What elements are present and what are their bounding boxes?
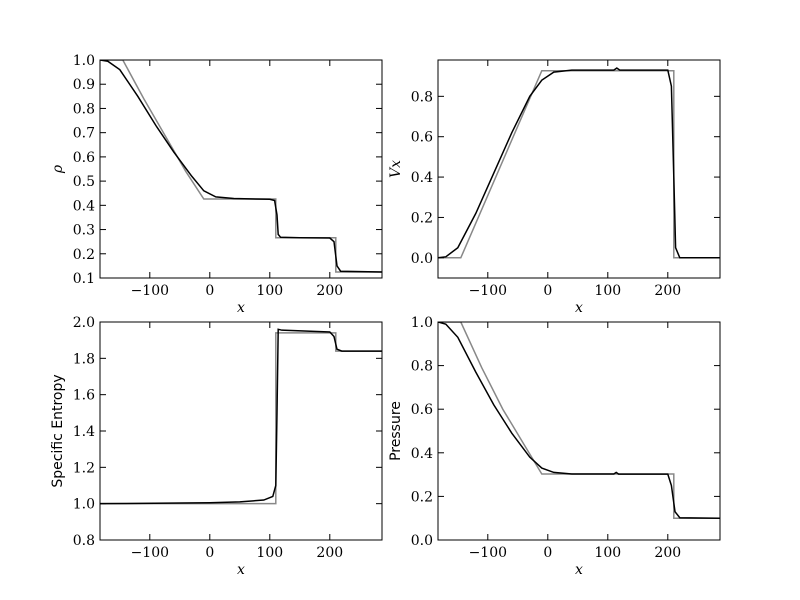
- y-tick-label: 0.2: [73, 247, 95, 263]
- y-tick-label: 0.1: [73, 271, 95, 287]
- x-tick-label: −100: [469, 283, 507, 299]
- data-line: [438, 322, 720, 519]
- y-tick-label: 0.6: [411, 130, 433, 146]
- y-tick-label: 0.7: [73, 126, 95, 142]
- y-tick-label: 0.0: [411, 251, 433, 267]
- x-tick-label: 0: [543, 283, 552, 299]
- y-tick-label: 0.2: [411, 489, 433, 505]
- y-axis-label: Specific Entropy: [50, 374, 66, 487]
- x-tick-label: 0: [205, 283, 214, 299]
- y-tick-label: 0.9: [73, 77, 95, 93]
- plot-frame: [99, 321, 383, 541]
- x-tick-label: −100: [131, 545, 169, 561]
- y-tick-label: 1.0: [411, 315, 433, 331]
- x-tick-label: 200: [316, 545, 343, 561]
- y-axis-label: Pressure: [388, 401, 404, 461]
- y-tick-label: 1.4: [73, 424, 95, 440]
- y-tick-label: 1.0: [73, 497, 95, 513]
- data-line: [438, 69, 720, 259]
- x-tick-label: 0: [205, 545, 214, 561]
- plot-frame: [437, 59, 721, 279]
- y-tick-label: 1.6: [73, 388, 95, 404]
- plot-frame: [437, 321, 721, 541]
- y-axis-label: Vx: [388, 160, 404, 178]
- plot-frame: [99, 59, 383, 279]
- y-tick-label: 0.2: [411, 210, 433, 226]
- data-line: [100, 60, 382, 273]
- x-axis-label: x: [237, 300, 245, 316]
- y-tick-label: 1.0: [73, 53, 95, 69]
- y-tick-label: 1.2: [73, 460, 95, 476]
- y-tick-label: 0.3: [73, 223, 95, 239]
- data-line: [438, 67, 720, 259]
- y-tick-label: 0.8: [73, 101, 95, 117]
- x-axis-label: x: [237, 562, 245, 578]
- y-tick-label: 0.4: [411, 446, 433, 462]
- x-tick-label: 0: [543, 545, 552, 561]
- y-tick-label: 0.5: [73, 174, 95, 190]
- data-line: [100, 328, 382, 505]
- x-tick-label: −100: [131, 283, 169, 299]
- y-tick-label: 0.8: [411, 89, 433, 105]
- data-line: [438, 322, 720, 519]
- y-tick-label: 0.4: [73, 198, 95, 214]
- y-tick-label: 0.8: [411, 359, 433, 375]
- x-tick-label: 100: [256, 545, 283, 561]
- x-tick-label: 100: [256, 283, 283, 299]
- y-tick-label: 0.4: [411, 170, 433, 186]
- y-tick-label: 2.0: [73, 315, 95, 331]
- data-line: [100, 60, 382, 273]
- x-tick-label: −100: [469, 545, 507, 561]
- x-tick-label: 200: [654, 545, 681, 561]
- x-tick-label: 100: [594, 283, 621, 299]
- y-tick-label: 0.6: [411, 402, 433, 418]
- data-line: [100, 332, 382, 505]
- x-tick-label: 200: [316, 283, 343, 299]
- x-axis-label: x: [575, 300, 583, 316]
- x-axis-label: x: [575, 562, 583, 578]
- y-axis-label: ρ: [50, 164, 66, 174]
- y-tick-label: 0.6: [73, 150, 95, 166]
- y-tick-label: 1.8: [73, 351, 95, 367]
- x-tick-label: 100: [594, 545, 621, 561]
- y-tick-label: 0.8: [73, 533, 95, 549]
- y-tick-label: 0.0: [411, 533, 433, 549]
- x-tick-label: 200: [654, 283, 681, 299]
